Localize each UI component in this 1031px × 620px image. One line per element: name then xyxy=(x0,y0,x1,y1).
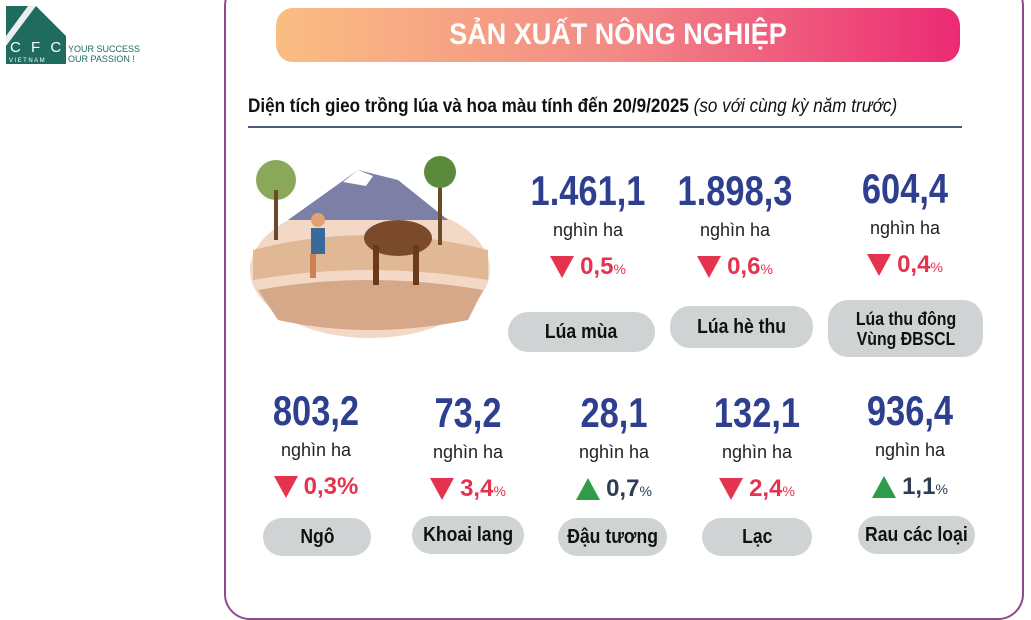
stat-label: Lúa hè thu xyxy=(697,316,786,338)
stat-value: 936,4 xyxy=(866,387,954,434)
up-arrow-icon xyxy=(872,476,897,498)
percent-sign: % xyxy=(760,261,773,277)
stat-change: 0,5 xyxy=(580,253,614,280)
stat-label-region: Vùng ĐBSCL xyxy=(856,328,955,349)
label-lua-he-thu: Lúa hè thu xyxy=(670,306,813,348)
stat-unit: nghìn ha xyxy=(280,440,352,460)
percent-sign: % xyxy=(639,483,652,499)
stat-label: Ngô xyxy=(299,526,335,548)
stat-rau: 936,4 nghìn ha 1,1% xyxy=(830,388,990,501)
stat-unit: nghìn ha xyxy=(552,220,624,240)
stat-change: 1,1 xyxy=(902,473,936,500)
farmer-buffalo-illustration xyxy=(250,156,490,338)
cfc-logo: C F C VIETNAM YOUR SUCCESS OUR PASSION ! xyxy=(6,6,140,64)
stat-value: 132,1 xyxy=(713,389,801,436)
stat-label: Rau các loại xyxy=(865,524,968,546)
stat-lua-thu-dong: 604,4 nghìn ha 0,4% xyxy=(825,166,985,279)
stat-value: 604,4 xyxy=(861,165,949,212)
svg-text:YOUR SUCCESS: YOUR SUCCESS xyxy=(68,44,140,54)
stat-label: Lúa mùa xyxy=(545,321,618,343)
stat-unit: nghìn ha xyxy=(699,220,771,240)
stat-unit: nghìn ha xyxy=(869,218,941,238)
stat-label: Khoai lang xyxy=(423,524,513,546)
subtitle-main: Diện tích gieo trồng lúa và hoa màu tính… xyxy=(248,96,689,117)
stat-dau-tuong: 28,1 nghìn ha 0,7% xyxy=(534,390,694,503)
stat-value: 803,2 xyxy=(272,387,360,434)
stat-khoai-lang: 73,2 nghìn ha 3,4% xyxy=(388,390,548,503)
up-arrow-icon xyxy=(576,478,601,500)
percent-sign: % xyxy=(493,483,506,499)
stat-value: 28,1 xyxy=(580,389,648,436)
percent-sign: % xyxy=(935,481,948,497)
stat-change: 3,4 xyxy=(460,475,494,502)
stat-value: 1.461,1 xyxy=(530,167,646,214)
stat-lac: 132,1 nghìn ha 2,4% xyxy=(677,390,837,503)
down-arrow-icon xyxy=(550,256,575,278)
percent-sign: % xyxy=(930,259,943,275)
down-arrow-icon xyxy=(719,478,744,500)
stat-change: 2,4 xyxy=(749,475,783,502)
divider xyxy=(248,126,962,128)
percent-sign: % xyxy=(782,483,795,499)
stat-label: Lúa thu đông xyxy=(855,308,956,329)
label-lua-thu-dong: Lúa thu đông Vùng ĐBSCL xyxy=(828,300,983,357)
stat-ngo: 803,2 nghìn ha 0,3% xyxy=(236,388,396,501)
stat-change: 0,7 xyxy=(606,475,640,502)
stat-lua-mua: 1.461,1 nghìn ha 0,5% xyxy=(508,168,668,281)
down-arrow-icon xyxy=(273,476,298,498)
down-arrow-icon xyxy=(867,254,892,276)
svg-text:C F C: C F C xyxy=(10,39,64,56)
page-title: SẢN XUẤT NÔNG NGHIỆP xyxy=(276,8,960,62)
stat-change: 0,3 xyxy=(303,473,338,500)
svg-text:OUR PASSION !: OUR PASSION ! xyxy=(68,54,135,64)
section-subtitle: Diện tích gieo trồng lúa và hoa màu tính… xyxy=(248,96,897,118)
label-dau-tuong: Đậu tương xyxy=(558,518,667,556)
down-arrow-icon xyxy=(430,478,455,500)
label-ngo: Ngô xyxy=(263,518,371,556)
stat-label: Lạc xyxy=(741,526,773,548)
svg-text:VIETNAM: VIETNAM xyxy=(9,58,46,64)
stat-label: Đậu tương xyxy=(567,526,658,548)
stat-unit: nghìn ha xyxy=(578,442,650,462)
percent-sign: % xyxy=(613,261,626,277)
down-arrow-icon xyxy=(697,256,722,278)
stat-unit: nghìn ha xyxy=(721,442,793,462)
stat-value: 1.898,3 xyxy=(677,167,793,214)
label-rau: Rau các loại xyxy=(858,516,975,554)
stat-change: 0,6 xyxy=(727,253,761,280)
stat-lua-he-thu: 1.898,3 nghìn ha 0,6% xyxy=(655,168,815,281)
label-khoai-lang: Khoai lang xyxy=(412,516,524,554)
label-lac: Lạc xyxy=(702,518,812,556)
subtitle-note: (so với cùng kỳ năm trước) xyxy=(693,96,898,117)
stat-unit: nghìn ha xyxy=(874,440,946,460)
label-lua-mua: Lúa mùa xyxy=(508,312,655,352)
percent-sign: % xyxy=(337,473,359,500)
stat-unit: nghìn ha xyxy=(432,442,504,462)
stat-change: 0,4 xyxy=(897,251,931,278)
stat-value: 73,2 xyxy=(434,389,502,436)
